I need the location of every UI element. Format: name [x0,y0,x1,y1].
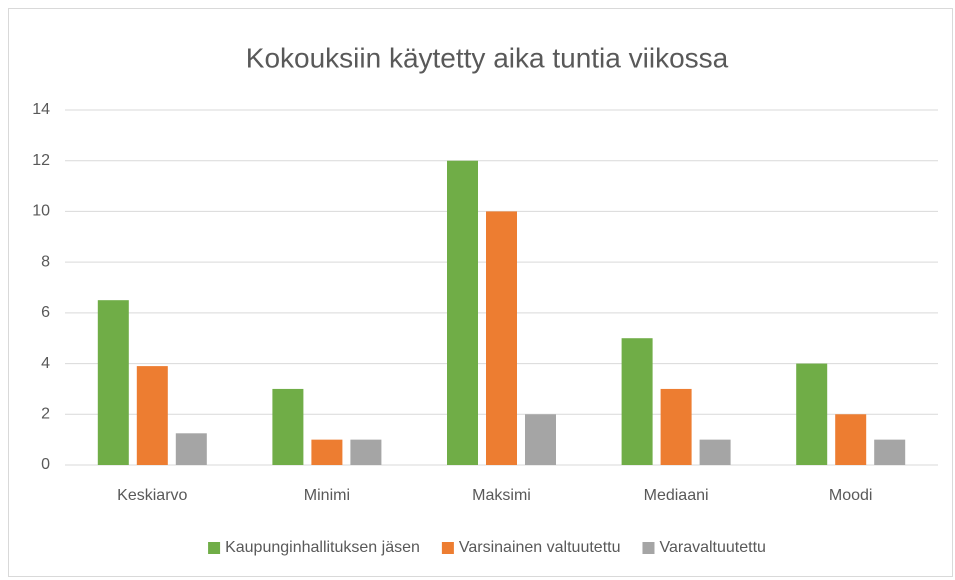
bar [874,439,906,465]
x-tick-label: Minimi [304,487,350,504]
bar [525,414,556,465]
x-tick-label: Moodi [829,487,873,504]
chart-title: Kokouksiin käytetty aika tuntia viikossa [246,42,729,73]
x-tick-label: Keskiarvo [117,487,187,504]
legend-label: Kaupunginhallituksen jäsen [225,539,420,556]
bar [447,160,478,465]
bar [486,211,517,465]
legend-label: Varsinainen valtuutettu [459,539,621,556]
bar [350,439,382,465]
bar [97,300,129,465]
bar [835,414,867,465]
y-tick-label: 2 [41,406,50,423]
legend-swatch [642,542,655,554]
bar [660,388,692,465]
y-tick-label: 10 [32,203,50,220]
y-tick-label: 14 [32,101,50,118]
bar [699,439,731,465]
y-tick-label: 0 [41,456,50,473]
bar [621,338,653,465]
x-tick-label: Mediaani [644,487,709,504]
legend-swatch [208,542,221,554]
y-tick-label: 8 [41,253,50,270]
bar [272,388,304,465]
bar [311,439,343,465]
y-tick-label: 6 [41,304,50,321]
bar [796,363,828,465]
bar [136,366,168,465]
legend-label: Varavaltuutettu [659,539,765,556]
legend-swatch [441,542,454,554]
chart-border [8,8,953,577]
y-tick-label: 12 [32,152,50,169]
x-tick-label: Maksimi [472,487,531,504]
y-tick-label: 4 [41,355,50,372]
bar [175,433,207,465]
